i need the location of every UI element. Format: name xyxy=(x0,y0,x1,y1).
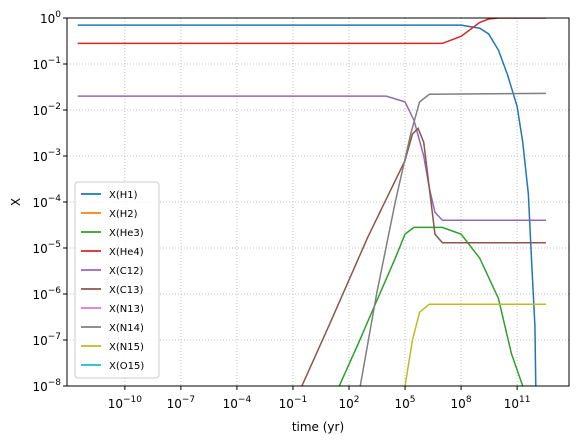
x-tick-label: 1011 xyxy=(504,395,531,411)
series-line xyxy=(77,24,537,386)
legend-label: X(O15) xyxy=(109,361,144,372)
legend: X(H1) X(H2) X(He3) X(He4) X(C12) X(C13) X(N13)… xyxy=(74,181,160,379)
series-line xyxy=(301,126,546,386)
y-tick-label-exponent: −7 xyxy=(48,332,61,342)
x-tick-label-base: 10 xyxy=(167,397,182,411)
x-tick-label-base: 10 xyxy=(395,397,410,411)
y-tick-label-base: 10 xyxy=(32,288,47,302)
x-tick-label-exponent: 2 xyxy=(354,395,360,405)
grid xyxy=(67,17,569,387)
y-tick-label: 10−8 xyxy=(32,378,61,394)
legend-label: X(H1) xyxy=(109,190,138,201)
y-tick-label-exponent: −5 xyxy=(48,240,61,250)
legend-label: X(N13) xyxy=(109,304,144,315)
x-tick-label-exponent: −7 xyxy=(182,395,195,405)
legend-label: X(He3) xyxy=(109,228,144,239)
y-tick-label-base: 10 xyxy=(32,150,47,164)
y-tick-label-exponent: −4 xyxy=(48,194,62,204)
series-line xyxy=(359,92,546,386)
x-tick-label-exponent: 11 xyxy=(519,395,530,405)
series-line xyxy=(338,226,524,386)
x-tick-label-exponent: 5 xyxy=(410,395,416,405)
y-tick-label-exponent: −6 xyxy=(48,286,62,296)
x-tick-label-base: 10 xyxy=(108,397,123,411)
x-tick-label-base: 10 xyxy=(338,397,353,411)
y-tick-label: 10−6 xyxy=(32,286,61,302)
y-tick-label-base: 10 xyxy=(32,380,47,394)
y-tick-label-exponent: −2 xyxy=(48,102,61,112)
x-tick-label: 10−1 xyxy=(279,395,308,411)
x-tick-label: 10−7 xyxy=(167,395,196,411)
x-tick-label-base: 10 xyxy=(451,397,466,411)
x-axis-label: time (yr) xyxy=(292,420,344,434)
x-tick-label-base: 10 xyxy=(223,397,238,411)
y-tick-label-base: 10 xyxy=(32,104,47,118)
x-tick-label-exponent: −4 xyxy=(238,395,252,405)
x-tick-label: 108 xyxy=(451,395,472,411)
legend-label: X(C13) xyxy=(109,285,143,296)
y-tick-label-exponent: −1 xyxy=(48,56,61,66)
series-line xyxy=(77,95,546,222)
ticks: 10−10 10−7 10−4 10−1 102 105 108 101110−810−710… xyxy=(32,10,530,411)
y-tick-label-exponent: −8 xyxy=(48,378,62,388)
legend-label: X(H2) xyxy=(109,209,138,220)
y-tick-label-base: 10 xyxy=(32,58,47,72)
y-tick-label: 10−3 xyxy=(32,148,61,164)
y-tick-label: 10−1 xyxy=(32,56,61,72)
y-tick-label-base: 10 xyxy=(32,242,47,256)
series-line xyxy=(77,18,546,45)
x-tick-label-base: 10 xyxy=(504,397,519,411)
legend-label: X(N15) xyxy=(109,342,144,353)
x-tick-label: 105 xyxy=(395,395,416,411)
y-tick-label-exponent: 0 xyxy=(55,10,61,20)
x-tick-label: 102 xyxy=(338,395,359,411)
y-tick-label: 10−4 xyxy=(32,194,61,210)
y-tick-label: 10−2 xyxy=(32,102,61,118)
x-tick-label-exponent: −10 xyxy=(123,395,142,405)
y-tick-label-base: 10 xyxy=(32,196,47,210)
y-tick-label: 100 xyxy=(40,10,61,26)
series-line xyxy=(404,303,546,386)
x-tick-label: 10−4 xyxy=(223,395,252,411)
legend-label: X(He4) xyxy=(109,247,144,258)
y-tick-label-base: 10 xyxy=(40,12,55,26)
plot-lines xyxy=(77,18,546,386)
y-tick-label: 10−7 xyxy=(32,332,61,348)
legend-label: X(C12) xyxy=(109,266,143,277)
y-tick-label-base: 10 xyxy=(32,334,47,348)
x-tick-label-exponent: −1 xyxy=(294,395,307,405)
legend-label: X(N14) xyxy=(109,323,144,334)
x-tick-label-base: 10 xyxy=(279,397,294,411)
y-tick-label: 10−5 xyxy=(32,240,61,256)
x-tick-label: 10−10 xyxy=(108,395,143,411)
y-axis-label: X xyxy=(9,198,23,206)
x-tick-label-exponent: 8 xyxy=(466,395,472,405)
legend-box xyxy=(74,181,160,379)
y-tick-label-exponent: −3 xyxy=(48,148,61,158)
